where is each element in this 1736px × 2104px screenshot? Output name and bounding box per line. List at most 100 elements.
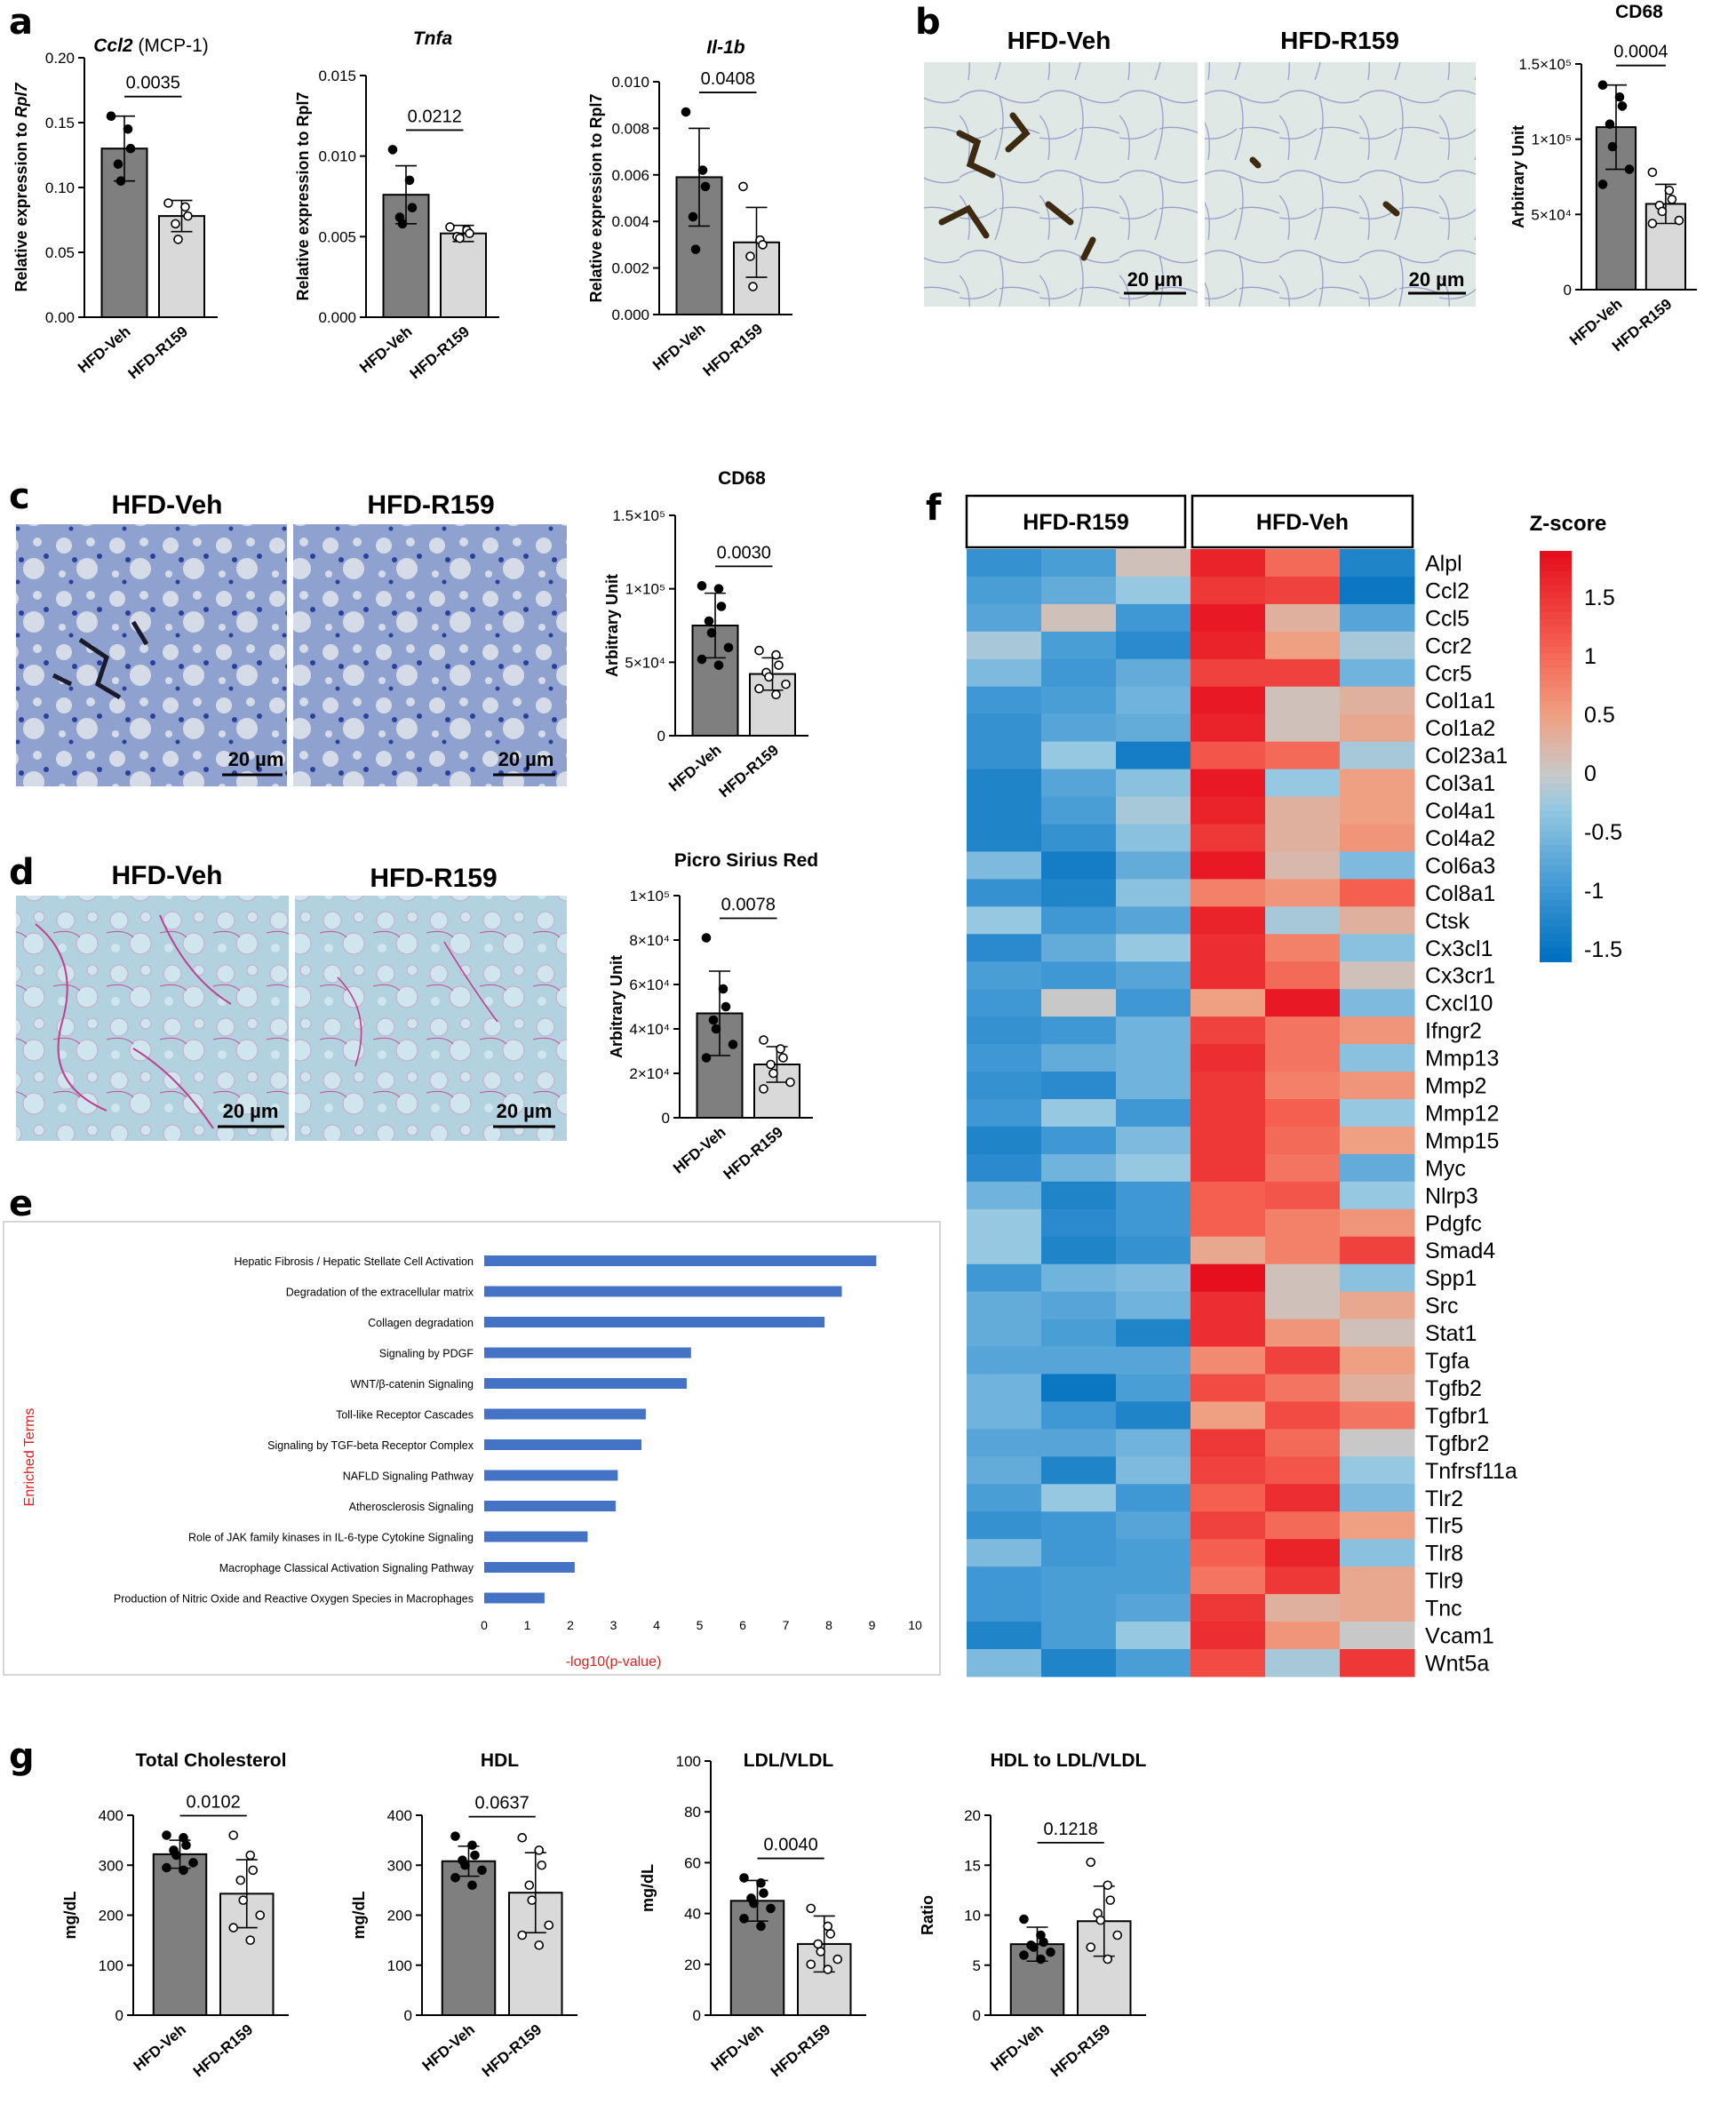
chart-g4-point [1019,1914,1029,1925]
chart-g2-xtick-label-1: HFD-R159 [479,2021,545,2081]
chart-f-cell [1265,1263,1341,1293]
chart-f-legend-swatch [1540,633,1572,642]
chart-a1-point [106,111,116,121]
chart-f-cell [967,1649,1042,1678]
chart-f-gene-label: Tlr2 [1425,1486,1463,1511]
chart-f-cell [1265,1346,1341,1375]
chart-f-gene-label: Tlr5 [1425,1514,1463,1539]
chart-f-cell [967,1181,1042,1210]
chart-c-ytick-label: 5×10⁴ [625,654,665,671]
chart-g2-ytick-label: 300 [387,1857,412,1874]
chart-f-gene-label: Tnc [1425,1597,1462,1622]
chart-f-legend-swatch [1540,872,1572,881]
chart-f-legend-swatch [1540,619,1572,627]
chart-g3-point [739,1873,749,1883]
chart-f-cell [967,1511,1042,1540]
enrichment-frame [3,1221,941,1676]
chart-f-cell [1116,631,1191,660]
chart-f-cell [1265,1099,1341,1128]
chart-g2-point [524,1880,535,1891]
chart-g3-point [806,1959,816,1970]
chart-f-cell [967,824,1042,852]
chart-f-legend-swatch [1540,783,1572,792]
chart-g4-point [1036,1954,1046,1965]
chart-d-p-value: 0.0078 [721,896,776,915]
chart-f-legend-swatch [1540,831,1572,840]
chart-f-gene-label: Src [1425,1294,1459,1319]
chart-f-legend-swatch [1540,899,1572,908]
chart-f-cell [1340,1072,1415,1100]
chart-e-xtick-label: 4 [653,1618,660,1632]
chart-f-legend-swatch [1540,666,1572,675]
chart-g1-point [235,1875,246,1885]
chart-f-gene-label: Col23a1 [1425,744,1508,769]
chart-g3-point [749,1898,759,1909]
chart-f-legend-swatch [1540,858,1572,867]
chart-f-cell [1340,1649,1415,1678]
chart-g4-point [1086,1857,1096,1868]
histology-c-veh-scale: 20 µm [228,748,284,770]
chart-e-category-label: WNT/β-catenin Signaling [351,1378,474,1391]
chart-f-cell [1041,1016,1117,1045]
chart-f-legend-swatch [1540,947,1572,956]
chart-f-gene-label: Ccr2 [1425,634,1472,658]
chart-f-cell [967,1456,1042,1485]
chart-a2-ytick-label: 0.000 [318,309,356,326]
chart-d-ytick-label: 8×10⁴ [629,932,670,949]
chart-f-gene-label: Col8a1 [1425,881,1495,906]
chart-e-category-label: Production of Nitric Oxide and Reactive … [114,1593,474,1606]
chart-a1-point [123,124,133,134]
chart-f-cell [1191,603,1266,633]
chart-f-cell [1041,851,1117,880]
chart-f-cell [1340,824,1415,852]
chart-g1-point [162,1862,171,1873]
chart-e-bar-5 [484,1408,646,1420]
chart-f-cell [1191,1622,1266,1650]
chart-f-legend-tick: 0 [1584,761,1597,786]
chart-f-cell [1340,989,1415,1017]
chart-f-cell [967,851,1042,880]
chart-g2-point [517,1930,528,1941]
chart-f-group-label-1: HFD-Veh [1256,510,1349,535]
chart-d-point [701,1053,712,1063]
chart-f-cell [1116,1429,1191,1457]
chart-f-gene-label: Col1a2 [1425,716,1495,741]
chart-f-cell [1041,1208,1117,1238]
chart-f-cell [967,1016,1042,1045]
chart-a3-point [700,181,711,192]
chart-f-legend-swatch [1540,598,1572,607]
chart-g1-point [238,1895,249,1905]
chart-f-gene-label: Cx3cr1 [1425,964,1495,989]
chart-f-cell [1116,961,1191,990]
chart-g1-ytick-label: 0 [115,2007,123,2024]
chart-g2-point [467,1840,477,1851]
chart-e-xtick-label: 7 [783,1618,790,1632]
chart-g2-point [477,1865,487,1876]
chart-f-cell [1041,1236,1117,1265]
chart-f-gene-label: Col3a1 [1425,771,1495,796]
chart-g1-point [181,1840,191,1851]
chart-e-xtick-label: 8 [825,1618,832,1632]
chart-g4-point [1029,1942,1039,1952]
chart-f-cell [1191,686,1266,715]
chart-e-bar-7 [484,1470,618,1481]
chart-f-cell [1191,851,1266,880]
chart-g2-point [534,1940,545,1950]
chart-f-cell [1116,1126,1191,1155]
chart-f-legend-swatch [1540,797,1572,805]
chart-a1-point [115,176,126,186]
chart-a3-point [758,240,768,250]
chart-e-xtick-label: 6 [739,1618,746,1632]
chart-g2-point [517,1833,528,1843]
chart-f-legend-swatch [1540,688,1572,696]
chart-f-cell [1265,1484,1341,1512]
chart-e-category-label: Signaling by PDGF [379,1348,474,1360]
chart-e-bar-1 [484,1286,842,1297]
chart-g1-point [228,1830,239,1840]
chart-f-legend-swatch [1540,578,1572,586]
chart-f-cell [1265,741,1341,770]
chart-f-cell [1041,1346,1117,1375]
chart-g4-ytick-label: 10 [964,1908,981,1925]
chart-f-cell [1116,1622,1191,1650]
